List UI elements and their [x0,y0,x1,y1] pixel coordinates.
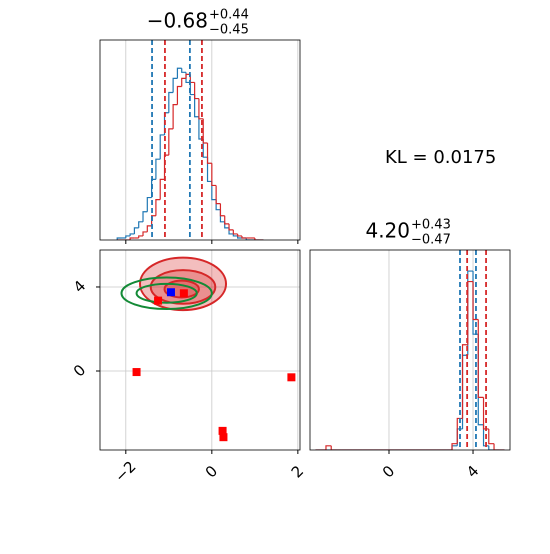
hist-step [159,134,165,160]
axes-frame [309,249,511,451]
contour [149,269,217,305]
y-tick-label: 4 [70,277,89,296]
hist-step [451,443,458,450]
kl-annotation: KL = 0.0175 [385,147,496,168]
hist-step [206,143,212,164]
hist-step [176,85,182,105]
hist-step [129,237,135,240]
hist-step [254,237,260,240]
hist-step [228,223,234,231]
hist-step [163,154,169,180]
hist-step [176,67,182,79]
axes-frame [99,39,301,241]
hist-step [129,233,135,236]
hist-step [194,82,199,100]
hist-step [125,235,131,238]
hist-step [451,445,458,450]
hist-step [215,199,221,211]
hist-step [477,334,484,426]
point [132,368,141,377]
hist-step [488,445,495,450]
hist-step [241,235,247,239]
hist-step [237,235,242,239]
hist-step [181,77,187,87]
hist-step [202,138,208,158]
hist-step [138,221,144,228]
hist-step [482,424,489,447]
hist-step [211,163,217,187]
hist-step [232,233,238,237]
hist-step [206,157,212,183]
hist-step [189,82,195,96]
hist-step [155,158,161,180]
point [166,288,175,297]
title-minus: −0.45 [209,23,249,38]
hist-step [202,118,208,144]
hist-step [467,280,474,345]
plot-area [315,250,505,450]
hist-step [138,235,144,238]
y-tick-label: 0 [70,361,89,380]
contour [120,276,213,311]
hist-step [146,225,152,232]
hist-step [116,237,122,240]
hist-step [224,215,230,225]
title-plus: +0.44 [209,8,249,23]
hist-step [168,128,174,156]
hist-step [172,104,178,129]
hist-step [168,91,174,113]
x-tick-label: 0 [379,462,398,481]
point [179,289,188,298]
hist-step [219,203,225,217]
hist-step [151,215,156,226]
hist-step [198,98,204,120]
hist-step [325,445,332,450]
hist-step [488,428,495,445]
point [154,296,163,305]
hist-step [142,211,148,222]
hist-step [194,94,199,118]
hist-step [189,74,195,84]
plot-area [116,40,299,240]
hist-step [461,344,468,419]
x-tick-label: 4 [463,462,482,481]
title-value: 4.20 [365,219,410,243]
x-tick-label: 2 [288,462,307,481]
hist-step [181,68,187,73]
title-minus: −0.47 [411,233,451,248]
hist-step [232,229,238,235]
point [287,373,296,382]
hist-step [211,181,217,201]
hist-step [155,198,161,216]
hist-step [185,73,191,79]
x-tick-label: −2 [111,457,139,485]
plot-area [100,250,300,450]
x-tick-label: 0 [202,462,221,481]
title-value: −0.68 [147,9,208,33]
title-plus: +0.43 [411,218,451,233]
hist-step [224,221,230,229]
hist-step [245,237,251,240]
hist-step [172,77,178,93]
hist-step [159,178,165,200]
hist-step [215,185,221,205]
contour [135,282,198,304]
hist-step [472,281,479,321]
hist-step [133,227,139,234]
hist-step [146,196,152,212]
hist-step [477,319,484,398]
hist-step [142,231,148,236]
point [219,433,228,442]
hist-step [228,227,234,235]
axes-frame [99,249,301,451]
hist-step [330,445,337,450]
hist-step [237,233,242,237]
hist-step [482,397,489,430]
hist-step [493,443,500,450]
point [218,426,227,435]
hist-step [467,270,474,356]
